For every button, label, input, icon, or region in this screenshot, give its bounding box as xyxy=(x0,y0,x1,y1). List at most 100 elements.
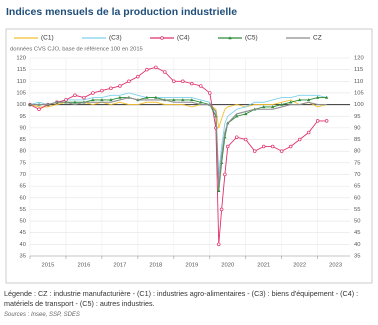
marker xyxy=(136,74,140,79)
y2-tick-label: 80 xyxy=(354,149,360,155)
y-tick-label: 65 xyxy=(20,184,26,190)
marker xyxy=(297,137,302,142)
marker xyxy=(234,135,239,139)
legend-label: (C3) xyxy=(109,35,122,42)
y-tick-label: 90 xyxy=(20,125,26,131)
y-tick-label: 115 xyxy=(17,67,26,73)
marker xyxy=(252,149,257,153)
source: Sources : Insee, SSP, SDES xyxy=(4,312,80,318)
marker xyxy=(270,105,275,109)
marker xyxy=(181,98,185,102)
y-tick-label: 110 xyxy=(17,79,26,85)
y-tick-label: 85 xyxy=(20,137,26,143)
y-tick-label: 55 xyxy=(20,207,26,213)
chart-subtitle: données CVS CJO, base de référence 100 e… xyxy=(10,47,143,53)
marker xyxy=(73,93,77,98)
x-tick-label: 2023 xyxy=(329,263,342,269)
y2-tick-label: 120 xyxy=(354,56,364,62)
marker xyxy=(109,98,113,102)
y2-tick-label: 55 xyxy=(354,207,360,213)
y2-tick-label: 95 xyxy=(354,114,360,120)
y2-tick-label: 100 xyxy=(354,102,364,108)
y-tick-label: 50 xyxy=(20,219,26,225)
y-tick-label: 120 xyxy=(16,56,26,62)
marker xyxy=(172,98,176,102)
y2-tick-label: 35 xyxy=(354,254,360,260)
y-tick-label: 80 xyxy=(20,149,26,155)
legend-label: CZ xyxy=(313,35,322,42)
x-tick-label: 2022 xyxy=(293,263,306,269)
marker xyxy=(160,36,164,40)
marker xyxy=(306,98,311,102)
marker xyxy=(208,91,212,95)
y2-tick-label: 85 xyxy=(354,137,360,143)
series-line xyxy=(29,92,327,175)
y2-tick-label: 75 xyxy=(354,160,360,166)
marker xyxy=(118,84,122,88)
y2-tick-label: 115 xyxy=(354,67,363,73)
chart-title: Indices mensuels de la production indust… xyxy=(6,6,237,18)
marker xyxy=(199,100,203,104)
y2-tick-label: 70 xyxy=(354,172,360,178)
footnote: Légende : CZ : industrie manufacturière … xyxy=(4,289,359,308)
y2-tick-label: 110 xyxy=(354,79,363,85)
marker xyxy=(261,144,266,149)
y2-tick-label: 105 xyxy=(354,90,364,96)
x-tick-label: 2021 xyxy=(257,263,270,269)
marker xyxy=(100,88,104,93)
marker xyxy=(279,102,284,106)
marker xyxy=(181,79,185,84)
y2-tick-label: 65 xyxy=(354,184,360,190)
x-tick-label: 2015 xyxy=(42,263,55,269)
marker xyxy=(306,130,311,135)
series-line xyxy=(30,97,327,187)
marker xyxy=(37,107,41,111)
y-tick-label: 105 xyxy=(16,90,26,96)
marker xyxy=(172,79,176,84)
marker xyxy=(219,207,224,212)
x-tick-label: 2020 xyxy=(221,263,234,269)
x-tick-label: 2017 xyxy=(113,263,126,269)
y2-tick-label: 40 xyxy=(354,242,360,248)
series-line xyxy=(30,97,327,191)
marker xyxy=(315,95,320,99)
marker xyxy=(118,95,122,99)
marker xyxy=(190,98,194,102)
marker xyxy=(145,95,149,99)
marker xyxy=(217,242,221,247)
y-tick-label: 35 xyxy=(20,254,26,260)
marker xyxy=(109,86,113,91)
marker xyxy=(217,188,221,192)
legend-label: (C1) xyxy=(41,35,54,42)
y2-tick-label: 60 xyxy=(354,195,360,201)
marker xyxy=(190,81,194,86)
x-tick-label: 2018 xyxy=(149,263,162,269)
chart-frame xyxy=(5,28,373,284)
marker xyxy=(235,114,239,118)
y-tick-label: 100 xyxy=(16,102,26,108)
marker xyxy=(324,119,329,123)
marker xyxy=(288,100,293,104)
marker xyxy=(82,95,86,100)
marker xyxy=(163,70,167,74)
y-tick-label: 45 xyxy=(20,230,26,236)
marker xyxy=(297,98,302,102)
marker xyxy=(243,137,248,142)
marker xyxy=(154,65,158,70)
marker xyxy=(288,144,293,149)
y-tick-label: 75 xyxy=(20,160,26,166)
y-tick-label: 95 xyxy=(20,114,26,120)
marker xyxy=(73,100,77,104)
legend-label: (C5) xyxy=(245,35,258,42)
y2-tick-label: 90 xyxy=(354,125,360,131)
marker xyxy=(262,105,266,109)
marker xyxy=(270,144,275,149)
marker xyxy=(324,95,329,99)
legend-label: (C4) xyxy=(177,35,190,42)
marker xyxy=(315,119,320,123)
marker xyxy=(228,36,232,40)
y2-tick-label: 50 xyxy=(354,219,360,225)
y-tick-label: 70 xyxy=(20,172,26,178)
marker xyxy=(226,144,230,149)
